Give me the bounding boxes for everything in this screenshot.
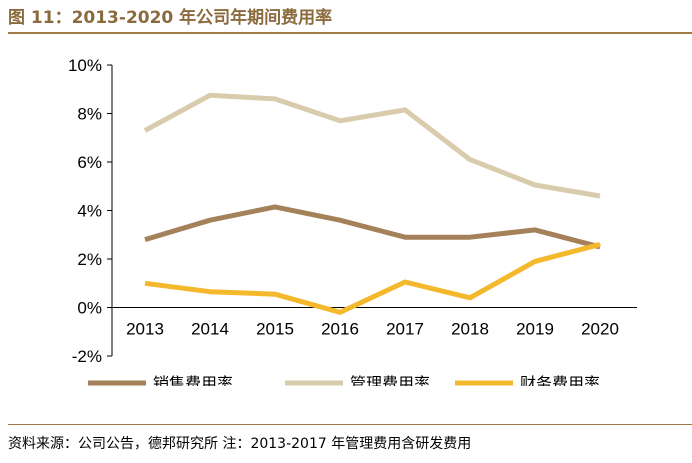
line-chart: -2% 0% 2% 4% 6% 8% 10% 2013 2014 2015 2016 2017 2018… [68, 56, 637, 386]
x-tick-label: 2014 [191, 320, 229, 339]
chart-legend: 销售费用率 管理费用率 财务费用率 [88, 374, 600, 386]
x-tick-label: 2017 [386, 320, 424, 339]
y-tick-label: 10% [68, 56, 102, 75]
chart-axes: -2% 0% 2% 4% 6% 8% 10% 2013 2014 2015 2016 2017 2018… [68, 56, 637, 366]
footer-divider [8, 424, 692, 425]
series-line [144, 241, 601, 315]
x-tick-label: 2020 [581, 320, 619, 339]
legend-label: 销售费用率 [153, 374, 233, 386]
series-line [143, 92, 601, 199]
y-tick-label: 4% [77, 202, 102, 221]
chart-title: 图 11：2013-2020 年公司年期间费用率 [8, 8, 333, 28]
x-tick-label: 2019 [516, 320, 554, 339]
y-tick-label: 6% [77, 153, 102, 172]
x-tick-label: 2015 [256, 320, 294, 339]
y-tick-label: 0% [77, 299, 102, 318]
x-tick-label: 2013 [126, 320, 164, 339]
source-note: 资料来源：公司公告，德邦研究所 注：2013-2017 年管理费用含研发费用 [8, 436, 472, 452]
title-divider [8, 32, 692, 34]
chart-series [143, 92, 601, 315]
series-line [144, 204, 601, 250]
y-tick-label: 8% [77, 105, 102, 124]
legend-label: 管理费用率 [350, 374, 430, 386]
y-tick-label: -2% [72, 347, 102, 366]
x-tick-label: 2018 [451, 320, 489, 339]
y-tick-label: 2% [77, 250, 102, 269]
x-tick-label: 2016 [321, 320, 359, 339]
legend-label: 财务费用率 [520, 374, 600, 386]
